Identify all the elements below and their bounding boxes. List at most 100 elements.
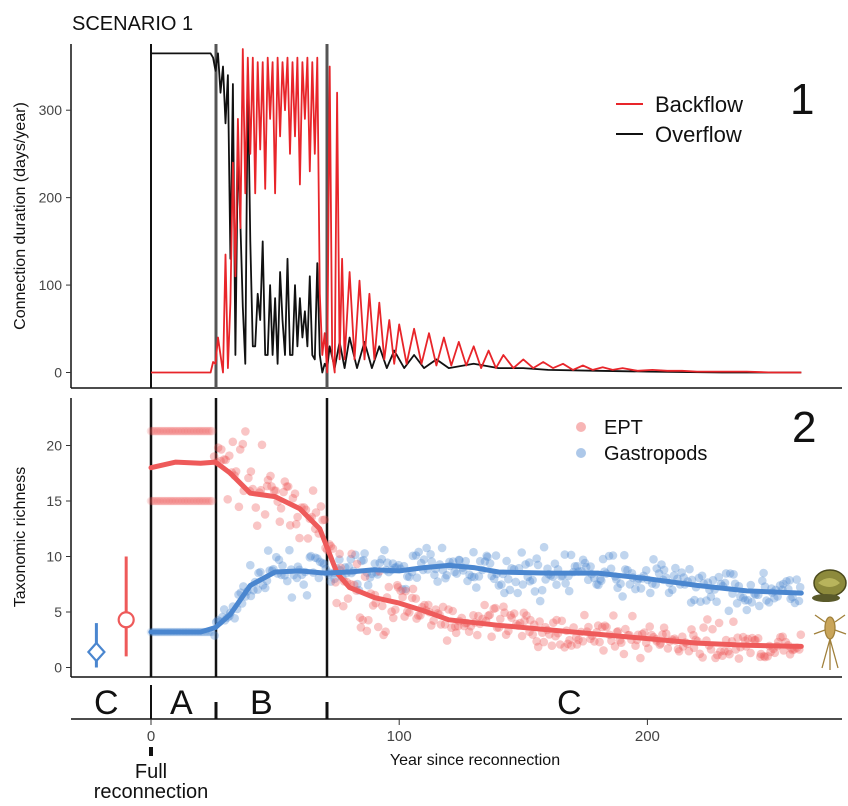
point-ept <box>271 486 280 496</box>
p2-y-tick-label: 10 <box>46 549 62 565</box>
point-ept <box>183 426 193 436</box>
point-ept <box>364 615 373 625</box>
point-gastropods <box>539 542 549 552</box>
point-gastropods <box>314 573 324 583</box>
point-gastropods <box>401 584 411 594</box>
point-ept <box>621 624 630 634</box>
point-ept <box>535 617 544 626</box>
p1-series <box>151 48 802 374</box>
point-ept <box>549 618 558 627</box>
point-gastropods <box>494 581 504 590</box>
point-ept <box>169 426 178 436</box>
point-ept <box>152 426 162 436</box>
p2-y-tick-label: 15 <box>46 493 62 509</box>
point-gastropods <box>739 593 748 603</box>
point-ept <box>578 637 588 646</box>
point-gastropods <box>775 581 785 590</box>
point-gastropods <box>483 552 492 562</box>
point-gastropods <box>770 593 779 603</box>
point-ept <box>276 504 286 513</box>
point-gastropods <box>708 575 718 585</box>
point-gastropods <box>292 573 302 583</box>
point-gastropods <box>720 578 730 588</box>
point-ept <box>750 635 759 645</box>
point-gastropods <box>263 546 273 555</box>
point-ept <box>188 426 197 436</box>
point-gastropods <box>305 553 315 562</box>
p2-y-axis-title: Taxonomic richness <box>12 467 29 608</box>
point-ept <box>751 635 760 645</box>
point-gastropods <box>411 551 421 560</box>
point-ept <box>743 634 753 644</box>
point-ept <box>163 426 172 436</box>
point-ept <box>658 630 667 639</box>
point-ept <box>756 649 766 659</box>
point-gastropods <box>742 605 752 615</box>
point-gastropods <box>730 579 740 589</box>
point-gastropods <box>346 554 356 564</box>
point-ept <box>403 607 412 616</box>
point-ept <box>759 651 769 661</box>
point-gastropods <box>363 580 373 590</box>
point-ept <box>181 426 190 436</box>
point-ept <box>416 611 425 620</box>
point-ept <box>560 643 569 652</box>
point-ept <box>207 496 217 506</box>
point-gastropods <box>782 577 791 586</box>
point-ept <box>517 631 527 641</box>
point-ept <box>398 592 407 602</box>
point-gastropods <box>511 577 520 587</box>
point-ept <box>487 632 496 641</box>
point-ept <box>424 600 433 610</box>
point-ept <box>158 496 168 506</box>
point-ept <box>188 496 197 506</box>
point-ept <box>599 646 608 655</box>
point-ept <box>427 621 436 630</box>
point-gastropods <box>467 572 477 581</box>
point-gastropods <box>474 572 484 581</box>
point-ept <box>283 482 293 491</box>
point-gastropods <box>253 585 262 594</box>
full-reconnection-label-2: reconnection <box>94 781 209 801</box>
point-gastropods <box>712 597 721 606</box>
point-ept <box>154 426 163 436</box>
point-gastropods <box>586 562 595 571</box>
point-gastropods <box>570 562 580 571</box>
point-gastropods <box>654 569 664 578</box>
point-gastropods <box>580 558 590 568</box>
point-ept <box>204 496 214 506</box>
point-ept <box>442 636 452 645</box>
point-ept <box>173 496 183 506</box>
point-gastropods <box>311 553 320 562</box>
point-gastropods <box>786 594 795 604</box>
point-ept <box>708 624 717 634</box>
point-ept <box>584 622 593 632</box>
point-ept <box>644 644 653 653</box>
point-ept <box>331 578 340 587</box>
phase-label-c-post: C <box>557 684 582 722</box>
point-ept <box>371 598 381 608</box>
point-ept <box>713 650 722 660</box>
point-ept <box>438 602 448 612</box>
point-gastropods <box>287 593 297 602</box>
point-ept <box>408 584 418 594</box>
point-gastropods <box>359 555 368 565</box>
p2-y-tick-label: 0 <box>54 660 62 676</box>
point-gastropods <box>461 556 471 566</box>
smooth-gastropods <box>148 562 804 635</box>
point-ept <box>763 652 772 661</box>
point-gastropods <box>254 568 263 578</box>
point-gastropods <box>606 564 616 573</box>
point-ept <box>169 496 178 506</box>
point-ept <box>532 637 541 646</box>
mayfly-larva-icon <box>813 614 847 670</box>
point-gastropods <box>759 568 768 578</box>
point-ept <box>166 496 175 506</box>
point-ept <box>192 426 202 436</box>
point-gastropods <box>313 554 322 563</box>
point-gastropods <box>636 584 646 593</box>
point-ept <box>384 582 394 592</box>
point-ept <box>617 638 626 647</box>
point-ept <box>360 572 370 581</box>
point-gastropods <box>790 598 800 608</box>
